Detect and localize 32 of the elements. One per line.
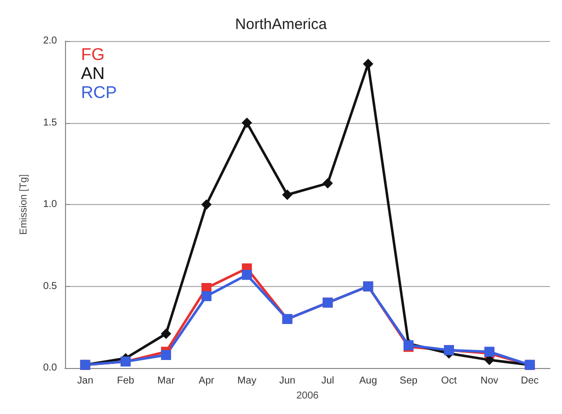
x-tick-label: Dec <box>520 376 539 387</box>
y-tick-label: 1.0 <box>43 199 58 210</box>
x-tick-label: Jan <box>77 376 94 387</box>
y-tick-label: 0.5 <box>43 280 58 292</box>
x-tick-label: Nov <box>480 376 498 387</box>
x-tick-label: Feb <box>117 376 135 387</box>
x-tick-label: Oct <box>441 376 457 387</box>
x-tick-label: Aug <box>359 376 378 387</box>
text: FG <box>81 45 105 64</box>
point <box>242 270 252 280</box>
x-tick-label: Mar <box>157 376 176 387</box>
point <box>242 118 252 128</box>
point <box>161 328 172 339</box>
point <box>322 178 333 188</box>
x-axis-title: 2006 <box>296 390 320 402</box>
point <box>161 350 172 360</box>
y-tick-label: 1.5 <box>43 117 58 128</box>
point <box>282 190 292 200</box>
y-tick-label: 2.0 <box>43 36 58 46</box>
chart-title: NorthAmerica <box>235 16 328 33</box>
y-axis-title: Emission [Tg] <box>18 174 30 235</box>
x-tick-label: Apr <box>198 376 215 387</box>
point <box>201 200 212 210</box>
point <box>201 291 212 302</box>
text: RCP <box>81 83 117 102</box>
x-tick-label: May <box>237 376 256 387</box>
x-tick-label: Sep <box>400 376 418 387</box>
y-tick-label: 0.0 <box>43 362 58 374</box>
x-tick-label: Jul <box>321 376 334 387</box>
x-tick-label: Jun <box>279 376 296 387</box>
point <box>363 58 374 69</box>
text: AN <box>81 64 105 83</box>
